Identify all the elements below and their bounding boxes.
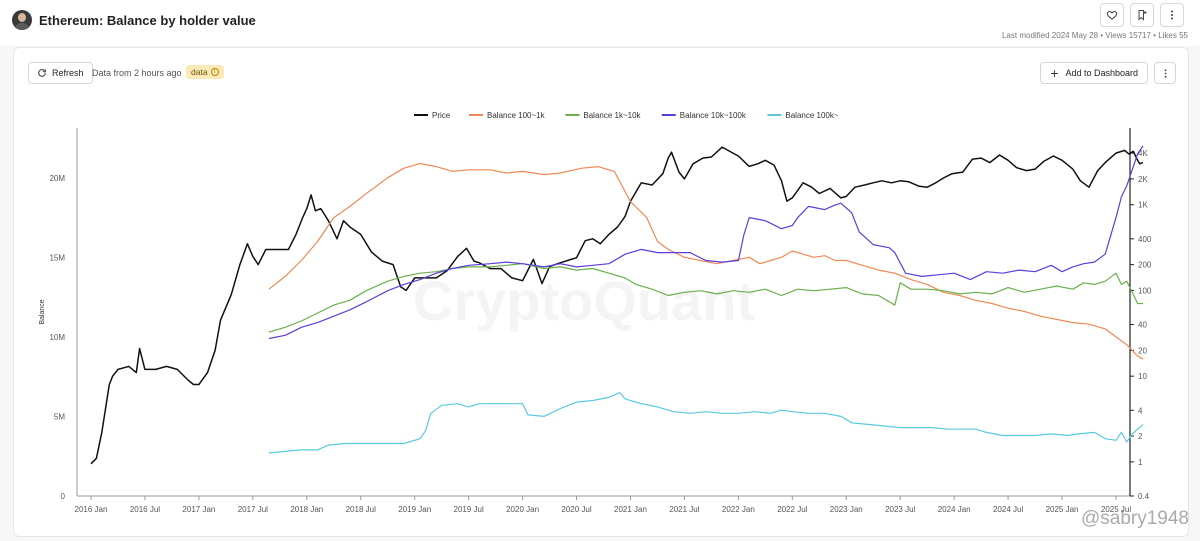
series-line-balance-1k-10k — [268, 263, 1143, 333]
header-bar: Ethereum: Balance by holder value Last m… — [0, 0, 1200, 46]
x-tick-label: 2017 Jul — [238, 505, 268, 514]
refresh-icon — [38, 69, 46, 77]
heart-icon — [1106, 10, 1118, 20]
x-tick-label: 2021 Jan — [614, 505, 647, 514]
data-badge[interactable]: data i — [186, 65, 224, 79]
legend-label: Balance 10k~100k — [680, 111, 747, 120]
x-tick-label: 2019 Jan — [398, 505, 431, 514]
x-tick-label: 2016 Jul — [130, 505, 160, 514]
y-right-tick-label: 20 — [1138, 346, 1147, 355]
x-tick-label: 2018 Jan — [290, 505, 323, 514]
y-right-tick-label: 400 — [1138, 235, 1152, 244]
legend-label: Balance 1k~10k — [583, 111, 641, 120]
x-tick-label: 2020 Jul — [561, 505, 591, 514]
y-right-tick-label: 0.4 — [1138, 492, 1150, 501]
add-to-dashboard-label: Add to Dashboard — [1065, 68, 1138, 78]
avatar[interactable] — [12, 10, 32, 30]
y-left-tick-label: 5M — [54, 412, 65, 421]
legend-label: Balance 100k~ — [785, 111, 838, 120]
watermark-brand: CryptoQuant — [413, 269, 755, 332]
add-to-dashboard-button[interactable]: Add to Dashboard — [1040, 62, 1148, 84]
more-vertical-icon — [1164, 68, 1166, 78]
data-badge-label: data — [191, 67, 208, 77]
bookmark-button[interactable] — [1130, 3, 1154, 27]
bookmark-add-icon — [1138, 10, 1147, 21]
y-right-tick-label: 4 — [1138, 406, 1143, 415]
x-tick-label: 2024 Jan — [938, 505, 971, 514]
x-tick-label: 2024 Jul — [993, 505, 1023, 514]
y-right-tick-label: 2K — [1138, 175, 1148, 184]
legend-label: Price — [432, 111, 451, 120]
x-tick-label: 2025 Jan — [1046, 505, 1079, 514]
y-left-tick-label: 15M — [49, 253, 65, 262]
y-left-tick-label: 10M — [49, 333, 65, 342]
refresh-label: Refresh — [52, 68, 84, 78]
y-right-tick-label: 10 — [1138, 372, 1147, 381]
y-right-tick-label: 2 — [1138, 432, 1143, 441]
x-tick-label: 2019 Jul — [454, 505, 484, 514]
y-right-tick-label: 40 — [1138, 321, 1147, 330]
watermark-user: @sabry1948 — [1081, 508, 1189, 529]
x-tick-label: 2023 Jul — [885, 505, 915, 514]
y-right-tick-label: 4K — [1138, 149, 1148, 158]
series-line-balance-10k-100k — [268, 145, 1144, 340]
page-meta: Last modified 2024 May 28 • Views 15717 … — [1001, 31, 1188, 40]
y-right-tick-label: 200 — [1138, 261, 1152, 270]
x-tick-label: 2021 Jul — [669, 505, 699, 514]
series-line-balance-100-1k — [268, 162, 1144, 360]
refresh-button[interactable]: Refresh — [28, 62, 93, 84]
plus-icon — [1051, 69, 1059, 77]
y-axis-title: Balance — [39, 299, 46, 324]
legend-label: Balance 100~1k — [487, 111, 546, 120]
x-tick-label: 2020 Jan — [506, 505, 539, 514]
card-more-button[interactable] — [1154, 62, 1176, 84]
x-tick-label: 2023 Jan — [830, 505, 863, 514]
header-actions — [1100, 3, 1184, 27]
y-right-tick-label: 1K — [1138, 201, 1148, 210]
more-vertical-icon — [1171, 10, 1173, 20]
y-left-tick-label: 0 — [61, 492, 66, 501]
x-tick-label: 2025 Jul — [1101, 505, 1131, 514]
series-line-price — [90, 146, 1144, 465]
y-right-tick-label: 100 — [1138, 286, 1152, 295]
x-tick-label: 2017 Jan — [182, 505, 215, 514]
x-tick-label: 2018 Jul — [346, 505, 376, 514]
page-title: Ethereum: Balance by holder value — [39, 13, 256, 28]
x-tick-label: 2022 Jan — [722, 505, 755, 514]
y-left-tick-label: 20M — [49, 174, 65, 183]
x-tick-label: 2016 Jan — [75, 505, 108, 514]
more-options-button[interactable] — [1160, 3, 1184, 27]
chart-canvas: CryptoQuant @sabry1948 0 5M 10M 15M 20M 0.4 1 2 4 1… — [39, 111, 1189, 529]
y-right-tick-label: 1 — [1138, 458, 1143, 467]
chart-card: Refresh Data from 2 hours ago data i Add… — [13, 47, 1189, 537]
data-age-text: Data from 2 hours ago — [92, 68, 182, 78]
series-line-balance-100k- — [268, 392, 1144, 454]
info-icon: i — [210, 68, 219, 76]
x-tick-label: 2022 Jul — [777, 505, 807, 514]
like-button[interactable] — [1100, 3, 1124, 27]
